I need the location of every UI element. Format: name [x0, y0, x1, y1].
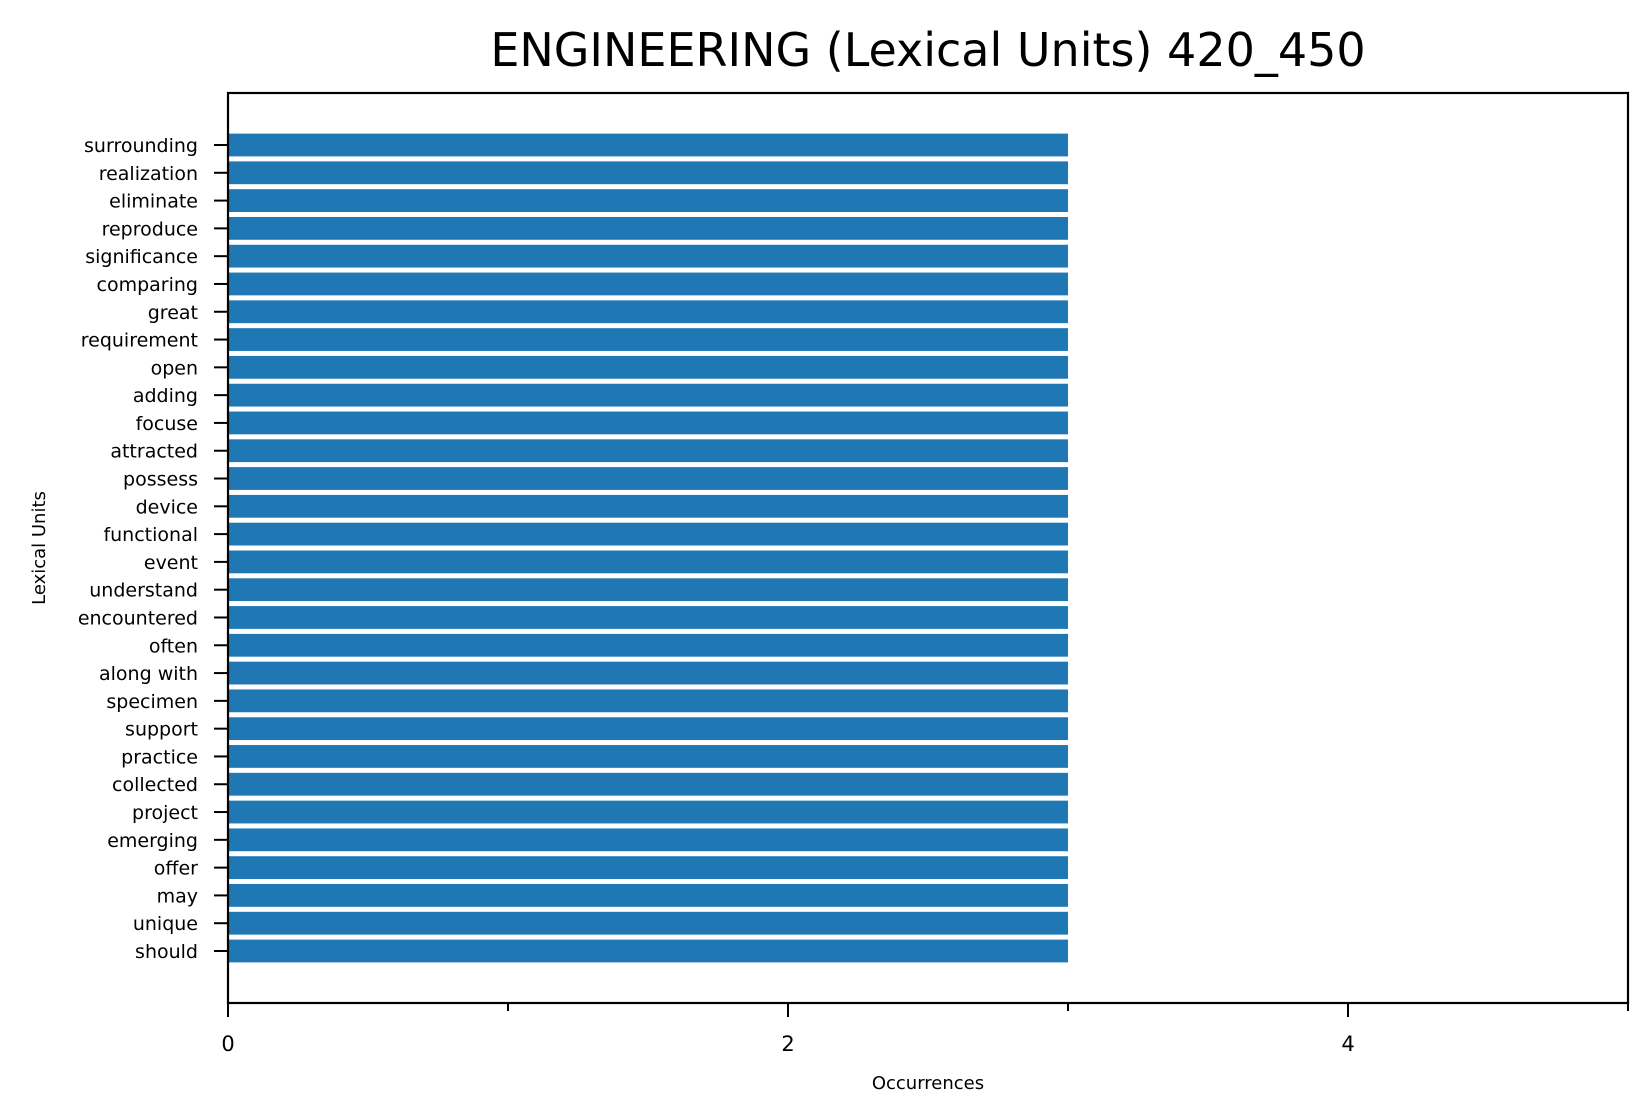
bar-often — [228, 633, 1068, 657]
y-axis-label: Lexical Units — [29, 491, 50, 605]
bar-adding — [228, 383, 1068, 407]
bar-requirement — [228, 328, 1068, 351]
bars-layer — [228, 133, 1068, 963]
bar-along-with — [228, 661, 1068, 685]
y-tick-label: project — [132, 802, 198, 824]
y-tick-label: may — [157, 885, 198, 907]
y-tick-label: significance — [85, 246, 198, 268]
bar-offer — [228, 856, 1068, 880]
y-tick-label: possess — [123, 469, 198, 491]
y-tick-label: realization — [99, 163, 198, 185]
bar-may — [228, 884, 1068, 907]
y-tick-label: support — [125, 719, 198, 741]
y-tick-label: emerging — [107, 830, 198, 852]
y-tick-label: device — [136, 496, 198, 518]
y-tick-label: practice — [121, 746, 198, 768]
y-tick-label: along with — [99, 663, 198, 685]
bar-reproduce — [228, 216, 1068, 240]
bar-great — [228, 300, 1068, 324]
bar-attracted — [228, 439, 1068, 463]
bar-practice — [228, 745, 1068, 768]
y-tick-label: eliminate — [109, 191, 198, 213]
y-axis-ticks: surrounding realization eliminate reproduce… — [78, 135, 228, 963]
y-tick-label: open — [151, 357, 198, 379]
bar-possess — [228, 467, 1068, 490]
y-tick-label: reproduce — [102, 218, 198, 240]
bar-significance — [228, 244, 1068, 268]
x-axis-label: Occurrences — [872, 1073, 984, 1094]
x-tick-label: 4 — [1341, 1032, 1354, 1056]
x-tick-label: 0 — [221, 1032, 234, 1056]
bar-functional — [228, 522, 1068, 546]
x-axis-ticks: 0 2 4 — [221, 1003, 1629, 1056]
bar-should — [228, 939, 1068, 963]
y-tick-label: great — [148, 302, 198, 324]
chart-title: ENGINEERING (Lexical Units) 420_450 — [490, 23, 1365, 77]
y-tick-label: surrounding — [84, 135, 198, 157]
y-tick-label: understand — [89, 580, 198, 602]
y-tick-label: often — [149, 635, 198, 657]
y-tick-label: unique — [133, 913, 198, 935]
y-tick-label: functional — [103, 524, 198, 546]
y-tick-label: focuse — [136, 413, 198, 435]
bar-unique — [228, 911, 1068, 935]
bar-encountered — [228, 606, 1068, 629]
bar-emerging — [228, 828, 1068, 852]
bar-project — [228, 800, 1068, 824]
y-tick-label: should — [135, 941, 198, 963]
y-tick-label: collected — [112, 774, 198, 796]
y-tick-label: adding — [133, 385, 198, 407]
bar-specimen — [228, 689, 1068, 713]
bar-surrounding — [228, 133, 1068, 157]
y-tick-label: specimen — [106, 691, 198, 713]
bar-focuse — [228, 411, 1068, 435]
y-tick-label: encountered — [78, 607, 198, 629]
bar-realization — [228, 161, 1068, 185]
plot-area-frame — [226, 91, 1630, 1005]
bar-event — [228, 550, 1068, 574]
y-tick-label: comparing — [97, 274, 198, 296]
bar-open — [228, 355, 1068, 379]
bar-comparing — [228, 272, 1068, 296]
y-tick-label: attracted — [110, 441, 198, 463]
y-tick-label: event — [144, 552, 198, 574]
bar-support — [228, 717, 1068, 741]
x-tick-label: 2 — [781, 1032, 794, 1056]
bar-collected — [228, 772, 1068, 796]
y-tick-label: offer — [154, 858, 198, 880]
y-tick-label: requirement — [81, 330, 198, 352]
bar-understand — [228, 578, 1068, 602]
bar-eliminate — [228, 189, 1068, 212]
bar-device — [228, 494, 1068, 518]
